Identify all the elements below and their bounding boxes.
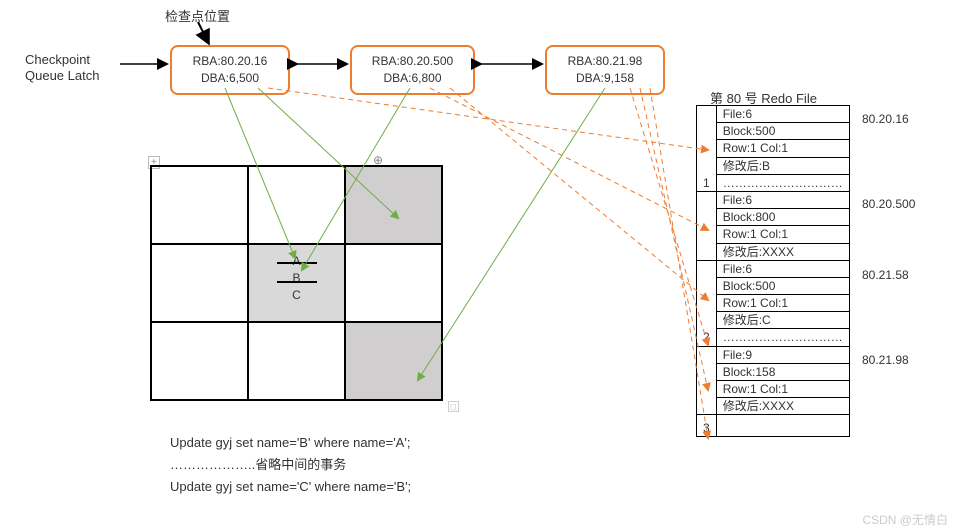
sql-ellipsis: ………………..省略中间的事务	[170, 454, 346, 476]
redo-group-num: 1	[697, 106, 717, 192]
redo-group-num: 2	[697, 260, 717, 346]
redo-row: Row:1 Col:1	[716, 226, 849, 243]
queue-dba: DBA:6,800	[362, 70, 463, 87]
redo-file: File:6	[716, 106, 849, 123]
resize-handle-icon: ◻	[448, 401, 459, 412]
redo-block: Block:500	[716, 123, 849, 140]
queue-rba: RBA:80.20.16	[182, 53, 278, 70]
checkpoint-queue-label-2: Queue Latch	[25, 68, 99, 83]
redo-dots: …………………………	[716, 329, 849, 346]
redo-file-table: 1 File:6 Block:500 Row:1 Col:1 修改后:B …………	[696, 105, 850, 437]
queue-rba: RBA:80.21.98	[557, 53, 653, 70]
redo-after: 修改后:XXXX	[716, 243, 849, 260]
redo-row: Row:1 Col:1	[716, 295, 849, 312]
redo-group-num: 3	[697, 415, 717, 437]
watermark: CSDN @无情白	[862, 511, 948, 528]
redo-block: Block:800	[716, 209, 849, 226]
redo-rba-label: 80.20.16	[862, 112, 909, 126]
redo-block: Block:500	[716, 277, 849, 294]
redo-after: 修改后:B	[716, 157, 849, 174]
redo-dots: …………………………	[716, 174, 849, 191]
checkpoint-queue-label-1: Checkpoint	[25, 52, 90, 67]
redo-block: Block:158	[716, 363, 849, 380]
redo-row: Row:1 Col:1	[716, 140, 849, 157]
redo-rba-label: 80.21.58	[862, 268, 909, 282]
queue-node-1: RBA:80.20.16 DBA:6,500	[170, 45, 290, 95]
queue-dba: DBA:6,500	[182, 70, 278, 87]
queue-dba: DBA:9,158	[557, 70, 653, 87]
row-c: C	[249, 287, 344, 304]
redo-file: File:6	[716, 191, 849, 208]
sql-statement-2: Update gyj set name='C' where name='B';	[170, 476, 411, 498]
data-block-grid: A B C	[150, 165, 443, 401]
redo-after: 修改后:XXXX	[716, 398, 849, 415]
redo-file: File:9	[716, 346, 849, 363]
redo-rba-label: 80.21.98	[862, 353, 909, 367]
sql-statement-1: Update gyj set name='B' where name='A';	[170, 432, 410, 454]
redo-file: File:6	[716, 260, 849, 277]
redo-after: 修改后:C	[716, 312, 849, 329]
queue-node-2: RBA:80.20.500 DBA:6,800	[350, 45, 475, 95]
checkpoint-position-label: 检查点位置	[165, 6, 230, 25]
redo-row: Row:1 Col:1	[716, 381, 849, 398]
queue-rba: RBA:80.20.500	[362, 53, 463, 70]
queue-node-3: RBA:80.21.98 DBA:9,158	[545, 45, 665, 95]
row-b: B	[249, 270, 344, 287]
redo-rba-label: 80.20.500	[862, 197, 915, 211]
